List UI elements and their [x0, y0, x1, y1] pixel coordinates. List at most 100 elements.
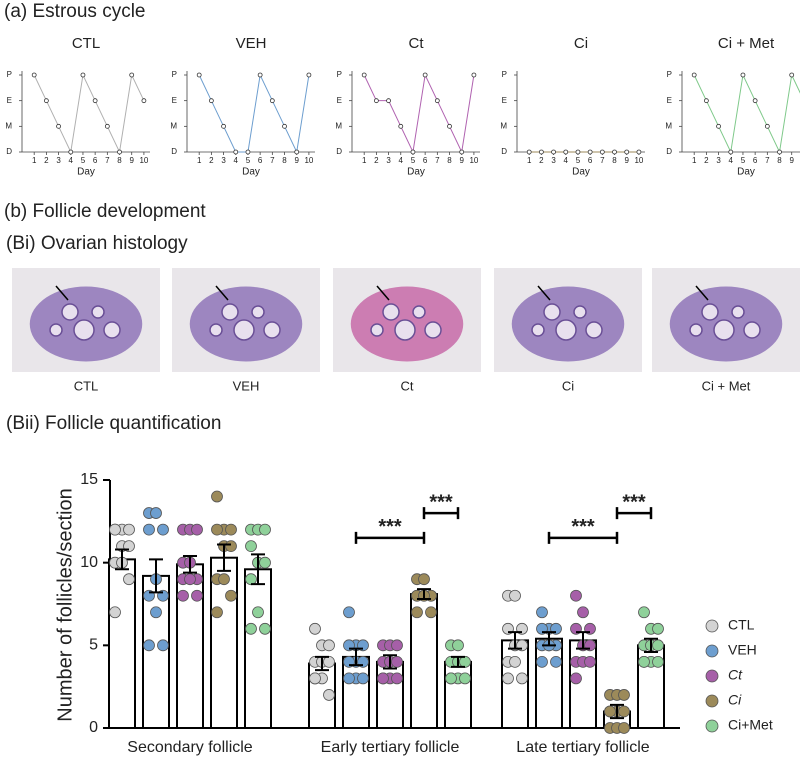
y-tick-label: M [335, 121, 342, 130]
data-point [459, 672, 471, 685]
x-axis-label: Day [77, 167, 95, 178]
cycle-point [92, 98, 98, 104]
y-tick-label: E [502, 96, 507, 105]
cycle-point [471, 72, 477, 78]
x-tick-label: 1 [362, 156, 367, 165]
arrow [55, 285, 69, 301]
x-tick-label: 8 [282, 156, 287, 165]
legend-label: Ci+Met [728, 717, 773, 733]
arrow [695, 285, 709, 301]
cycle-point [587, 149, 593, 155]
cycle-point [764, 123, 770, 129]
x-tick-label: 9 [624, 156, 629, 165]
cycle-point [398, 123, 404, 129]
error-bar [383, 654, 397, 670]
histology-caption: VEH [233, 378, 260, 393]
x-tick-label: 6 [753, 156, 758, 165]
x-tick-label: 3 [221, 156, 226, 165]
significance-bracket [354, 531, 426, 544]
significance-label: *** [429, 491, 453, 513]
data-point [536, 606, 548, 619]
legend-marker [705, 644, 719, 658]
cycle-point [740, 72, 746, 78]
error-bar [451, 655, 465, 668]
x-tick-label: Early tertiary follicle [321, 739, 460, 756]
error-bar [149, 558, 163, 594]
x-tick-label: 3 [56, 156, 61, 165]
data-point [411, 606, 423, 619]
follicle [382, 303, 400, 321]
error-bar [217, 543, 231, 572]
x-tick-label: 3 [551, 156, 556, 165]
error-bar [508, 631, 522, 650]
data-point [323, 639, 335, 652]
error-bar [349, 647, 363, 667]
y-tick-label: M [500, 121, 507, 130]
x-tick-label: 9 [129, 156, 134, 165]
cycle-point [117, 149, 122, 155]
follicle [61, 303, 79, 321]
panel-title: CTL [72, 35, 100, 52]
cycle-point [56, 123, 61, 129]
follicle [91, 305, 105, 319]
x-tick-label: 9 [789, 156, 794, 165]
bar [444, 660, 472, 729]
heading: (a) Estrous cycle [4, 1, 145, 22]
y-tick-label: P [502, 70, 507, 79]
x-tick-label: 7 [105, 156, 110, 165]
data-point [550, 655, 562, 668]
cycle-point [422, 72, 428, 78]
error-bar [542, 631, 556, 647]
x-tick-label: 8 [447, 156, 452, 165]
data-point [150, 606, 162, 619]
data-point [391, 672, 403, 685]
data-point [618, 722, 630, 734]
data-point [109, 523, 121, 536]
x-tick-label: 1 [527, 156, 532, 165]
bar [176, 563, 204, 729]
data-point [584, 655, 596, 668]
y-tick-label: E [667, 96, 672, 105]
data-point [123, 523, 135, 536]
data-point [377, 672, 389, 685]
cycle-line [33, 73, 145, 154]
bar [342, 655, 370, 730]
heading: (b) Follicle development [4, 201, 206, 222]
data-point [211, 606, 223, 619]
legend-label: VEH [728, 642, 757, 658]
x-tick-label: Late tertiary follicle [516, 739, 649, 756]
cycle-point [538, 149, 544, 155]
data-point [191, 523, 203, 536]
data-point [245, 622, 257, 635]
data-point [252, 606, 264, 619]
data-point [638, 655, 650, 668]
x-tick-label: 7 [765, 156, 770, 165]
follicle [689, 323, 703, 337]
data-point [343, 606, 355, 619]
data-point [211, 490, 223, 503]
cycle-point [245, 149, 251, 155]
x-tick-label: 10 [304, 156, 313, 165]
data-point [323, 655, 335, 668]
data-point [109, 606, 121, 619]
x-axis-label: Day [572, 167, 590, 178]
data-point [652, 639, 664, 652]
follicle [585, 321, 603, 339]
significance-label: *** [622, 491, 646, 513]
x-axis-label: Day [242, 167, 260, 178]
cycle-point [129, 72, 135, 78]
cycle-point [257, 72, 263, 78]
legend-label: CTL [728, 617, 755, 633]
follicle [394, 319, 416, 341]
error-bar [417, 588, 431, 601]
follicle [370, 323, 384, 337]
data-point [570, 589, 582, 602]
data-point [218, 573, 230, 586]
x-tick-label: 6 [423, 156, 428, 165]
x-tick-label: 4 [234, 156, 239, 165]
y-tick-label: D [6, 147, 12, 156]
follicle [209, 323, 223, 337]
x-tick-label: 7 [435, 156, 440, 165]
x-tick-label: 6 [588, 156, 593, 165]
